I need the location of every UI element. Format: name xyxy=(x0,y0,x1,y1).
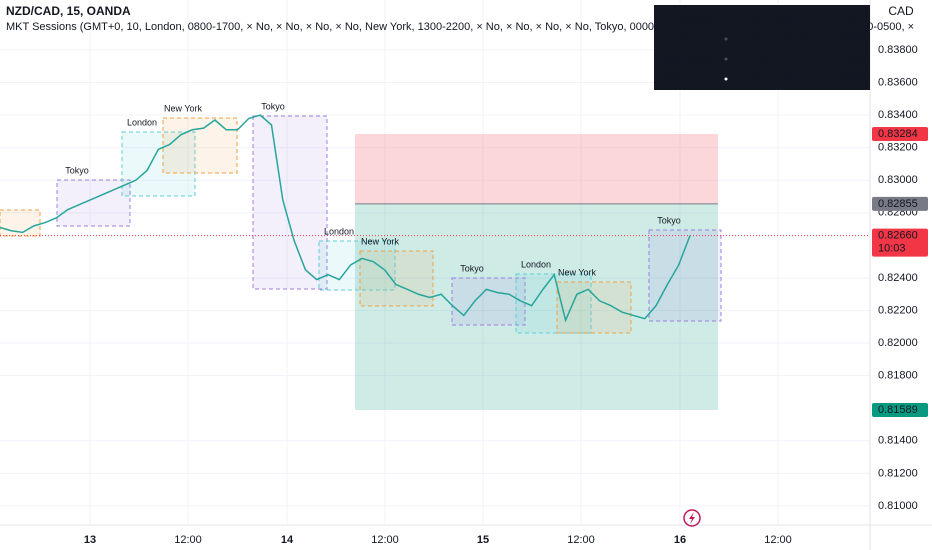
x-tick-label: 12:00 xyxy=(567,534,595,546)
price-badge xyxy=(872,196,928,211)
x-tick-label: 12:00 xyxy=(174,534,202,546)
session-label: London xyxy=(521,259,551,269)
table-cell: London xyxy=(660,31,700,45)
dot xyxy=(724,57,728,61)
x-tick-label: 13 xyxy=(84,534,96,546)
session-box xyxy=(252,115,328,290)
session-box xyxy=(556,281,632,334)
session-box xyxy=(121,131,196,197)
y-tick-label: 0.83400 xyxy=(878,109,918,121)
y-tick-label: 0.83800 xyxy=(878,44,918,56)
price-badge-label: 0.83284 xyxy=(878,128,918,140)
table-cell: 185% xyxy=(834,71,865,85)
session-label: Tokyo xyxy=(65,165,89,175)
countdown: 10:03 xyxy=(878,243,906,255)
price-badge-label: 0.82660 xyxy=(878,230,918,242)
x-tick-label: 15 xyxy=(477,534,489,546)
price-badge xyxy=(872,403,928,418)
price-line xyxy=(0,114,691,323)
table-cell: 35.8 xyxy=(747,31,771,45)
y-tick-label: 0.81400 xyxy=(878,435,918,447)
price-badge-label: 0.82855 xyxy=(878,198,918,210)
dot xyxy=(724,77,728,81)
y-tick-label: 0.83600 xyxy=(878,76,918,88)
table-cell: 27.3 xyxy=(782,51,806,65)
y-tick-label: 0.82000 xyxy=(878,337,918,349)
session-label: Tokyo xyxy=(261,101,285,111)
price-badge xyxy=(872,228,928,257)
session-box xyxy=(359,250,434,307)
session-box xyxy=(318,240,396,291)
session-box xyxy=(162,117,238,174)
session-label: Tokyo xyxy=(460,263,484,273)
table-cell: 30.6 xyxy=(782,71,806,85)
x-tick-label: 12:00 xyxy=(764,534,792,546)
table-bg xyxy=(654,5,870,90)
axis-bg xyxy=(870,0,932,550)
table-cell: 108% xyxy=(834,31,865,45)
session-label: New York xyxy=(558,267,597,277)
y-tick-label: 0.82200 xyxy=(878,304,918,316)
y-tick-label: 0.81200 xyxy=(878,467,918,479)
session-label: London xyxy=(324,226,354,236)
target-zone xyxy=(355,203,718,411)
y-tick-label: 0.81800 xyxy=(878,370,918,382)
symbol: NZD/CAD, 15, OANDA xyxy=(6,4,131,18)
currency: CAD xyxy=(888,4,914,18)
session-box xyxy=(648,229,722,322)
y-tick-label: 0.81000 xyxy=(878,500,918,512)
x-tick-label: 16 xyxy=(674,534,686,546)
table-header: Cur xyxy=(746,12,764,24)
session-label: New York xyxy=(164,103,203,113)
y-tick-label: 0.83000 xyxy=(878,174,918,186)
table-cell: 56.6 xyxy=(747,71,771,85)
table-cell: Tokyo xyxy=(660,71,692,85)
session-box xyxy=(451,277,526,326)
price-badge-label: 0.81589 xyxy=(878,404,918,416)
price-badge xyxy=(872,127,928,142)
y-tick-label: 0.83200 xyxy=(878,142,918,154)
x-tick-label: 14 xyxy=(281,534,294,546)
alert-icon[interactable] xyxy=(683,509,701,527)
y-tick-label: 0.82400 xyxy=(878,272,918,284)
session-label: Tokyo xyxy=(657,215,681,225)
table-cell: 33.3 xyxy=(782,31,806,45)
table-cell: 31.8 xyxy=(747,51,771,65)
stop-zone xyxy=(355,134,718,204)
table-cell: 116% xyxy=(835,51,865,65)
x-tick-label: 12:00 xyxy=(371,534,399,546)
table-cell: New York xyxy=(660,51,712,65)
table-header: % xyxy=(845,12,855,24)
session-label: London xyxy=(127,117,157,127)
table-header: Session xyxy=(675,12,714,24)
dot xyxy=(724,37,728,41)
session-label: New York xyxy=(361,236,400,246)
table-header: Avg(50) xyxy=(771,12,809,24)
plot: Tokyo London New York Tokyo London New York To… xyxy=(0,0,870,525)
